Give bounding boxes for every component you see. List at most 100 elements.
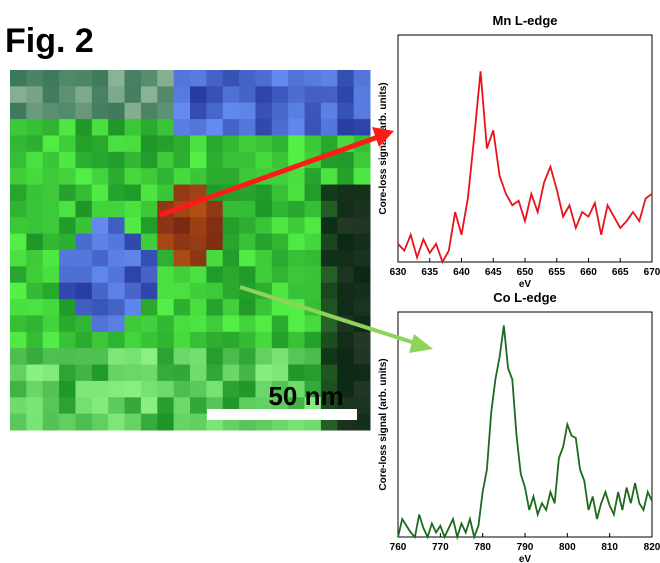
map-pixel [190, 413, 207, 431]
map-pixel [59, 299, 76, 316]
map-pixel [222, 217, 240, 235]
map-pixel [255, 217, 273, 235]
map-pixel [26, 413, 44, 431]
map-pixel [206, 217, 224, 235]
map-pixel [288, 217, 306, 235]
map-pixel [222, 102, 240, 120]
x-axis-label: eV [519, 279, 532, 290]
map-pixel [337, 86, 355, 104]
map-pixel [91, 413, 109, 431]
map-pixel [173, 348, 191, 366]
map-pixel [255, 331, 273, 349]
map-pixel [271, 331, 289, 349]
map-pixel [10, 70, 27, 87]
map-pixel [10, 250, 27, 267]
map-pixel [173, 380, 191, 398]
map-pixel [59, 266, 76, 284]
map-pixel [239, 299, 256, 316]
map-pixel [239, 380, 256, 398]
map-pixel [26, 119, 44, 136]
map-pixel [26, 299, 44, 316]
map-pixel [255, 299, 273, 316]
map-pixel [124, 70, 142, 87]
map-pixel [124, 266, 142, 284]
map-pixel [206, 233, 224, 251]
map-pixel [91, 102, 109, 120]
map-pixel [190, 250, 207, 267]
x-tick-label: 780 [474, 542, 491, 553]
map-pixel [140, 200, 158, 218]
map-pixel [157, 184, 175, 202]
map-pixel [42, 397, 60, 415]
x-tick-label: 810 [601, 542, 618, 553]
map-pixel [271, 119, 289, 136]
map-pixel [337, 119, 355, 136]
map-pixel [42, 70, 60, 87]
map-pixel [190, 233, 207, 251]
map-pixel [26, 380, 44, 398]
map-pixel [91, 266, 109, 284]
map-pixel [304, 282, 322, 300]
map-pixel [206, 119, 224, 136]
map-pixel [140, 86, 158, 104]
map-pixel [108, 168, 126, 186]
map-pixel [337, 348, 355, 366]
map-pixel [173, 413, 191, 431]
map-pixel [288, 250, 306, 267]
map-pixel [206, 331, 224, 349]
map-pixel [108, 282, 126, 300]
map-pixel [26, 135, 44, 153]
map-pixel [91, 331, 109, 349]
map-pixel [206, 348, 224, 366]
map-pixel [173, 102, 191, 120]
map-pixel [190, 315, 207, 333]
map-pixel [75, 70, 93, 87]
chart-title: Co L-edge [493, 290, 557, 305]
x-tick-label: 660 [580, 267, 597, 278]
map-pixel [124, 413, 142, 431]
map-pixel [108, 86, 126, 104]
map-pixel [222, 315, 240, 333]
map-pixel [59, 200, 76, 218]
map-pixel [173, 184, 191, 202]
map-pixel [75, 397, 93, 415]
map-pixel [75, 135, 93, 153]
scale-bar-label: 50 nm [268, 381, 343, 411]
map-pixel [10, 331, 27, 349]
map-pixel [190, 282, 207, 300]
map-pixel [10, 86, 27, 104]
map-pixel [42, 200, 60, 218]
map-pixel [206, 168, 224, 186]
map-pixel [157, 282, 175, 300]
map-pixel [222, 331, 240, 349]
map-pixel [59, 397, 76, 415]
map-pixel [108, 397, 126, 415]
map-pixel [173, 135, 191, 153]
arrow-head [372, 127, 394, 147]
x-tick-label: 800 [559, 542, 576, 553]
map-pixel [255, 266, 273, 284]
map-pixel [353, 250, 371, 267]
map-pixel [26, 364, 44, 382]
map-pixel [75, 299, 93, 316]
map-pixel [190, 299, 207, 316]
map-pixel [108, 70, 126, 87]
map-pixel [26, 282, 44, 300]
map-pixel [320, 102, 338, 120]
map-pixel [10, 364, 27, 382]
map-pixel [91, 364, 109, 382]
map-pixel [124, 119, 142, 136]
map-pixel [255, 200, 273, 218]
map-pixel [304, 364, 322, 382]
map-pixel [337, 200, 355, 218]
map-pixel [42, 282, 60, 300]
map-pixel [190, 266, 207, 284]
map-pixel [75, 102, 93, 120]
map-pixel [255, 380, 273, 398]
spectrum-line [397, 325, 653, 541]
map-pixel [288, 119, 306, 136]
map-pixel [353, 184, 371, 202]
map-pixel [42, 250, 60, 267]
map-pixel [288, 70, 306, 87]
map-pixel [59, 250, 76, 267]
